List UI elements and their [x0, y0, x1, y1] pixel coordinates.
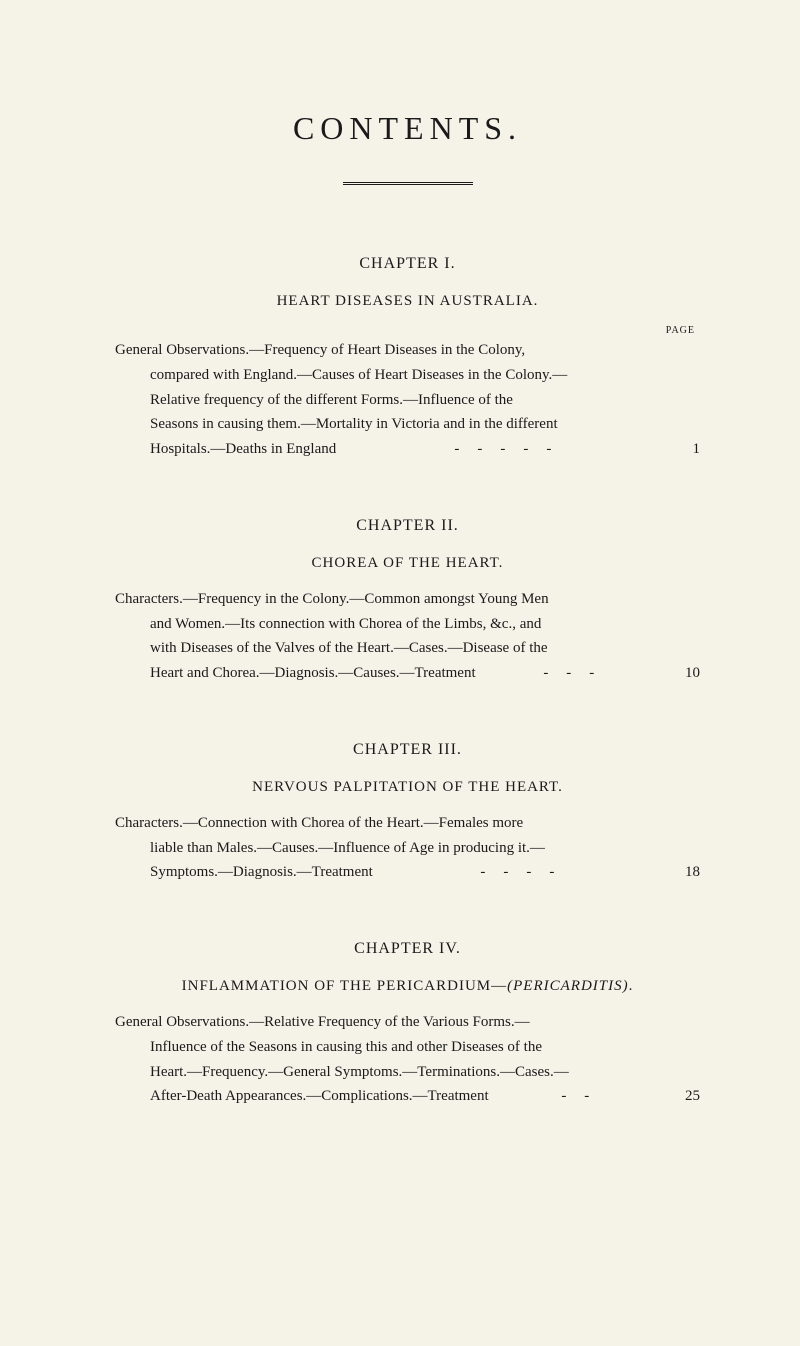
chapter-3-line2: liable than Males.—Causes.—Influence of … — [115, 836, 700, 861]
chapter-3-heading: CHAPTER III. — [115, 741, 700, 759]
chapter-3-subtitle: NERVOUS PALPITATION OF THE HEART. — [115, 779, 700, 796]
chapter-1-page: 1 — [688, 437, 701, 462]
chapter-2-subtitle: CHOREA OF THE HEART. — [115, 555, 700, 572]
chapter-1-line4: Seasons in causing them.—Mortality in Vi… — [115, 412, 700, 437]
page-label: PAGE — [115, 325, 700, 336]
chapter-1-last: Hospitals.—Deaths in England — [150, 437, 336, 462]
chapter-1-line2: compared with England.—Causes of Heart D… — [115, 363, 700, 388]
chapter-4-last: After-Death Appearances.—Complications.—… — [150, 1084, 489, 1109]
chapter-2-line1: Characters.—Frequency in the Colony.—Com… — [115, 591, 549, 607]
chapter-1-subtitle: HEART DISEASES IN AUSTRALIA. — [115, 293, 700, 310]
chapter-4-subtitle-text: INFLAMMATION OF THE PERICARDIUM—(PERICAR… — [182, 978, 634, 994]
chapter-3-line1: Characters.—Connection with Chorea of th… — [115, 815, 523, 831]
chapter-1-heading: CHAPTER I. — [115, 255, 700, 273]
chapter-2-page: 10 — [680, 661, 700, 686]
chapter-1-dots: ----- — [336, 437, 687, 462]
chapter-1-line3: Relative frequency of the different Form… — [115, 388, 700, 413]
chapter-1-line1: General Observations.—Frequency of Heart… — [115, 342, 525, 358]
chapter-2-body: Characters.—Frequency in the Colony.—Com… — [115, 587, 700, 686]
contents-title: CONTENTS. — [115, 110, 700, 147]
chapter-2-line3: with Diseases of the Valves of the Heart… — [115, 636, 700, 661]
chapter-4-page: 25 — [680, 1084, 700, 1109]
chapter-3-body: Characters.—Connection with Chorea of th… — [115, 811, 700, 885]
chapter-2-line2: and Women.—Its connection with Chorea of… — [115, 612, 700, 637]
chapter-3-last: Symptoms.—Diagnosis.—Treatment — [150, 860, 373, 885]
chapter-4-line2: Influence of the Seasons in causing this… — [115, 1035, 700, 1060]
chapter-4-subtitle: INFLAMMATION OF THE PERICARDIUM—(PERICAR… — [115, 978, 700, 995]
chapter-3-page: 18 — [680, 860, 700, 885]
chapter-2-last: Heart and Chorea.—Diagnosis.—Causes.—Tre… — [150, 661, 476, 686]
chapter-4-body: General Observations.—Relative Frequency… — [115, 1010, 700, 1109]
chapter-4-heading: CHAPTER IV. — [115, 940, 700, 958]
chapter-4-line1: General Observations.—Relative Frequency… — [115, 1014, 530, 1030]
title-divider — [343, 182, 473, 185]
chapter-4-line3: Heart.—Frequency.—General Symptoms.—Term… — [115, 1060, 700, 1085]
chapter-3-dots: ---- — [373, 860, 680, 885]
chapter-2-dots: --- — [476, 661, 680, 686]
chapter-4-dots: -- — [489, 1084, 680, 1109]
chapter-1-body: General Observations.—Frequency of Heart… — [115, 338, 700, 462]
chapter-2-heading: CHAPTER II. — [115, 517, 700, 535]
